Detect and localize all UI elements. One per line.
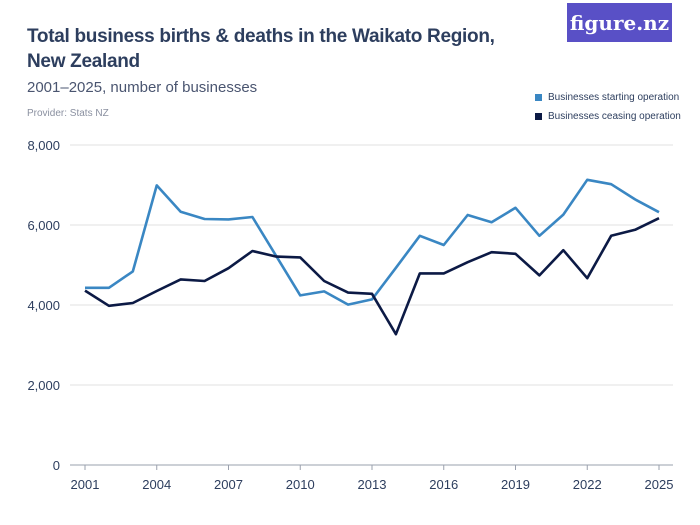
y-tick-label: 8,000 xyxy=(27,138,60,153)
x-tick-label: 2022 xyxy=(573,477,602,492)
x-tick-label: 2001 xyxy=(71,477,100,492)
legend-swatch xyxy=(535,113,542,120)
chart-subtitle: 2001–2025, number of businesses xyxy=(27,79,258,96)
legend-label: Businesses starting operation xyxy=(548,92,680,103)
y-tick-label: 6,000 xyxy=(27,218,60,233)
figure-nz-logo[interactable]: figure.nz xyxy=(567,3,672,42)
x-tick-label: 2007 xyxy=(214,477,243,492)
legend-item-starting: Businesses starting operation xyxy=(535,92,679,103)
legend-item-ceasing: Businesses ceasing operation xyxy=(535,111,681,122)
legend-label: Businesses ceasing operation xyxy=(548,111,681,122)
x-tick-label: 2004 xyxy=(142,477,171,492)
series-line-ceasing xyxy=(84,217,660,336)
y-tick-label: 2,000 xyxy=(27,378,60,393)
legend-swatch xyxy=(535,94,542,101)
y-tick-label: 0 xyxy=(53,458,60,473)
series-line-starting xyxy=(85,178,660,306)
x-tick-label: 2016 xyxy=(429,477,458,492)
provider-label: Provider: Stats NZ xyxy=(27,108,109,119)
x-tick-label: 2010 xyxy=(286,477,315,492)
y-tick-label: 4,000 xyxy=(27,298,60,313)
x-tick-label: 2019 xyxy=(501,477,530,492)
x-tick-label: 2013 xyxy=(358,477,387,492)
x-tick-label: 2025 xyxy=(645,477,674,492)
chart-title: Total business births & deaths in the Wa… xyxy=(27,26,495,72)
